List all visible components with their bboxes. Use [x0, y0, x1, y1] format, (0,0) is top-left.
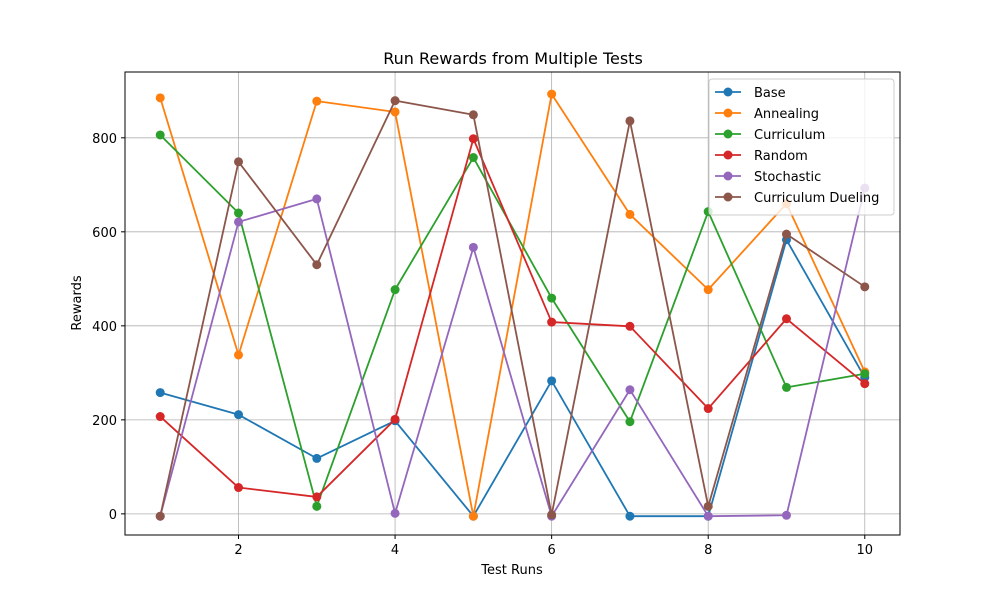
data-point-stochastic	[312, 194, 322, 204]
data-point-random	[468, 134, 478, 144]
series-layer	[155, 89, 870, 521]
data-point-curriculum	[390, 285, 400, 295]
data-point-curriculum-dueling	[781, 229, 791, 239]
data-point-random	[860, 379, 870, 389]
x-axis: 2 4 6 8 10	[234, 535, 873, 558]
data-point-base	[547, 376, 557, 386]
legend-marker	[723, 171, 733, 181]
x-tick-label: 4	[391, 543, 399, 558]
series-random	[155, 134, 870, 502]
y-tick-label: 400	[92, 320, 117, 335]
data-point-curriculum-dueling	[703, 501, 713, 511]
legend-item-annealing: Annealing	[715, 107, 819, 122]
data-point-annealing	[468, 511, 478, 521]
data-point-curriculum	[468, 153, 478, 163]
plot-frame	[124, 71, 901, 536]
data-point-random	[390, 414, 400, 424]
data-point-annealing	[625, 209, 635, 219]
legend-label: Annealing	[754, 107, 819, 122]
data-point-curriculum-dueling	[860, 282, 870, 292]
legend-item-curriculum-dueling: Curriculum Dueling	[715, 191, 879, 206]
series-line-annealing	[159, 93, 866, 518]
y-axis-label: Rewards	[70, 275, 85, 330]
data-point-curriculum	[155, 130, 165, 140]
x-axis-label: Test Runs	[480, 563, 543, 578]
y-tick-label: 800	[92, 132, 117, 147]
series-stochastic	[155, 183, 870, 521]
data-point-stochastic	[781, 510, 791, 520]
series-line-random	[159, 137, 866, 498]
legend-marker	[723, 192, 733, 202]
data-point-curriculum-dueling	[468, 110, 478, 120]
data-point-random	[703, 404, 713, 414]
data-point-stochastic	[468, 242, 478, 252]
data-point-curriculum-dueling	[547, 510, 557, 520]
data-point-annealing	[155, 93, 165, 103]
x-tick-label: 2	[234, 543, 242, 558]
data-point-annealing	[390, 107, 400, 117]
data-point-curriculum	[547, 293, 557, 303]
chart-title: Run Rewards from Multiple Tests	[383, 49, 643, 68]
y-tick-label: 600	[92, 226, 117, 241]
data-point-curriculum-dueling	[625, 116, 635, 126]
legend-box	[708, 78, 895, 216]
data-point-random	[155, 412, 165, 422]
data-point-random	[312, 492, 322, 502]
y-axis: 0 200 400 600 800	[92, 132, 125, 523]
legend-marker	[723, 87, 733, 97]
legend-item-stochastic: Stochastic	[715, 170, 821, 185]
data-point-curriculum-dueling	[390, 96, 400, 106]
data-point-annealing	[312, 96, 322, 106]
data-point-stochastic	[703, 511, 713, 521]
x-tick-label: 10	[856, 543, 873, 558]
legend-marker	[723, 129, 733, 139]
legend-label: Curriculum Dueling	[754, 191, 879, 206]
data-point-base	[625, 511, 635, 521]
data-point-curriculum-dueling	[312, 260, 322, 270]
data-point-curriculum	[234, 208, 244, 218]
data-point-annealing	[234, 350, 244, 360]
series-line-stochastic	[159, 187, 866, 518]
data-point-annealing	[703, 285, 713, 295]
legend-marker	[723, 108, 733, 118]
legend-item-curriculum: Curriculum	[715, 128, 825, 143]
data-point-random	[781, 314, 791, 324]
legend: Base Annealing Curriculum Random Stochastic C…	[708, 78, 895, 216]
data-point-curriculum	[625, 417, 635, 427]
data-point-random	[625, 321, 635, 331]
data-point-curriculum-dueling	[234, 157, 244, 167]
y-tick-label: 200	[92, 414, 117, 429]
data-point-curriculum	[860, 369, 870, 379]
legend-label: Stochastic	[754, 170, 821, 185]
legend-label: Random	[754, 149, 808, 164]
data-point-stochastic	[390, 508, 400, 518]
legend-marker	[723, 150, 733, 160]
legend-label: Curriculum	[754, 128, 825, 143]
data-point-random	[234, 483, 244, 493]
series-line-curriculum	[159, 134, 865, 508]
data-point-base	[234, 410, 244, 420]
data-point-annealing	[547, 89, 557, 99]
series-line-curriculum-dueling	[159, 99, 866, 517]
data-point-curriculum-dueling	[155, 511, 165, 521]
data-point-random	[547, 317, 557, 327]
data-point-base	[312, 453, 322, 463]
legend-item-random: Random	[715, 149, 808, 164]
x-tick-label: 6	[548, 543, 556, 558]
legend-item-base: Base	[715, 86, 786, 101]
data-point-curriculum	[781, 382, 791, 392]
series-line-base	[159, 238, 866, 518]
series-curriculum-dueling	[155, 96, 870, 521]
y-tick-label: 0	[109, 508, 117, 523]
data-point-curriculum	[312, 501, 322, 511]
data-point-base	[155, 388, 165, 398]
data-point-stochastic	[625, 385, 635, 395]
x-tick-label: 8	[704, 543, 712, 558]
data-point-stochastic	[234, 217, 244, 227]
legend-label: Base	[754, 86, 786, 101]
